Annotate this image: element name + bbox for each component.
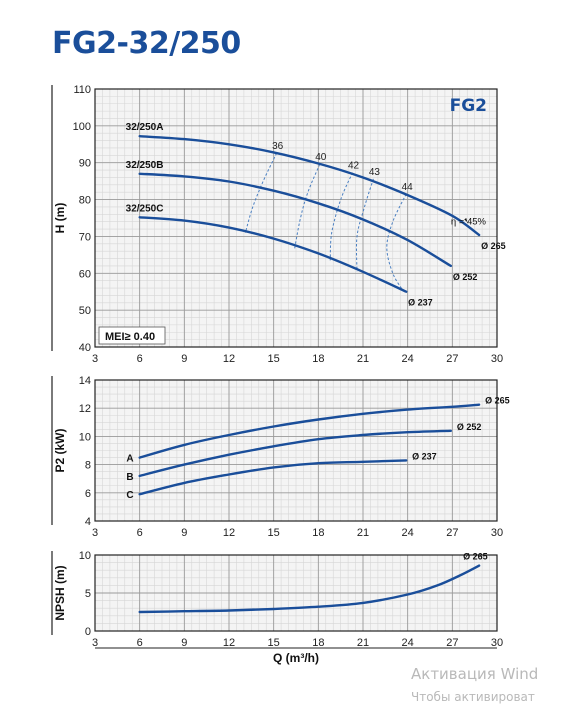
series-name-label: C — [126, 490, 133, 501]
x-tick-label: 9 — [181, 353, 187, 365]
y-axis-label: P2 (kW) — [53, 428, 67, 472]
x-axis-label: Q (m³/h) — [273, 651, 319, 665]
series-name-label: B — [126, 472, 133, 483]
mei-note: MEI≥ 0.40 — [105, 331, 155, 343]
x-tick-label: 9 — [181, 527, 187, 539]
y-tick-label: 80 — [79, 195, 91, 207]
series-line — [138, 135, 481, 237]
plot-frame — [94, 379, 498, 522]
y-axis-label: H (m) — [53, 203, 67, 234]
x-tick-label: 9 — [181, 637, 187, 649]
x-tick-label: 27 — [446, 353, 458, 365]
series-badge: FG2 — [450, 96, 487, 116]
series-line — [138, 459, 408, 496]
series-line — [138, 564, 481, 614]
diameter-label: Ø 237 — [412, 451, 437, 461]
series-name-label: 32/250A — [126, 122, 164, 133]
x-tick-label: 3 — [92, 637, 98, 649]
efficiency-annotation: η = 45% — [451, 217, 487, 228]
x-tick-label: 12 — [223, 637, 235, 649]
watermark-line-2: Чтобы активироват — [411, 690, 535, 704]
diameter-label: Ø 265 — [463, 552, 488, 562]
y-tick-label: 100 — [73, 121, 91, 133]
y-tick-label: 50 — [79, 305, 91, 317]
efficiency-label: 40 — [315, 152, 327, 163]
y-tick-label: 4 — [85, 516, 91, 528]
x-tick-label: 24 — [402, 637, 414, 649]
x-tick-label: 15 — [268, 353, 280, 365]
x-tick-label: 21 — [357, 353, 369, 365]
y-tick-label: 6 — [85, 488, 91, 500]
series-name-label: 32/250B — [126, 160, 164, 171]
x-tick-label: 30 — [491, 527, 503, 539]
x-tick-label: 18 — [312, 637, 324, 649]
diameter-label: Ø 237 — [408, 298, 433, 308]
x-tick-label: 3 — [92, 353, 98, 365]
x-tick-label: 15 — [268, 527, 280, 539]
watermark-line-1: Активация Wind — [411, 665, 539, 683]
diameter-label: Ø 252 — [457, 422, 482, 432]
plot-frame — [94, 88, 498, 348]
x-tick-label: 3 — [92, 527, 98, 539]
diameter-label: Ø 265 — [481, 241, 506, 251]
series-name-label: 32/250C — [126, 203, 164, 214]
y-tick-label: 14 — [79, 375, 91, 387]
x-tick-label: 18 — [312, 353, 324, 365]
y-tick-label: 5 — [85, 588, 91, 600]
x-tick-label: 6 — [137, 637, 143, 649]
series-line — [138, 429, 452, 478]
efficiency-line — [329, 172, 354, 261]
x-tick-label: 12 — [223, 527, 235, 539]
y-tick-label: 40 — [79, 342, 91, 354]
page-title: FG2-32/250 — [52, 26, 241, 61]
diameter-label: Ø 252 — [453, 272, 478, 282]
y-tick-label: 110 — [73, 84, 91, 96]
x-tick-label: 12 — [223, 353, 235, 365]
efficiency-line — [244, 152, 278, 233]
y-tick-label: 10 — [79, 431, 91, 443]
chart-panel-3: 3 6 9 12 15 18 21 24 27 30 0 5 10 NPSH (m) Q (m³/h) Ø 2… — [51, 550, 503, 665]
x-tick-label: 24 — [402, 353, 414, 365]
x-tick-label: 15 — [268, 637, 280, 649]
chart-panel-2: 3 6 9 12 15 18 21 24 27 30 4 6 8 10 12 14 P2 (kW) A Ø 265 B… — [51, 375, 510, 539]
y-axis-label: NPSH (m) — [53, 565, 67, 620]
y-tick-label: 12 — [79, 403, 91, 415]
x-tick-label: 30 — [491, 637, 503, 649]
series-name-label: A — [126, 454, 133, 465]
series-line — [138, 172, 452, 268]
y-tick-label: 60 — [79, 268, 91, 280]
efficiency-arrow-icon — [464, 217, 468, 222]
efficiency-line — [386, 193, 407, 292]
x-tick-label: 21 — [357, 637, 369, 649]
diameter-label: Ø 265 — [485, 396, 510, 406]
mei-note-box — [98, 326, 166, 345]
x-tick-label: 30 — [491, 353, 503, 365]
efficiency-label: 42 — [348, 161, 360, 172]
x-tick-label: 24 — [402, 527, 414, 539]
y-tick-label: 90 — [79, 158, 91, 170]
y-tick-label: 0 — [85, 626, 91, 638]
x-tick-label: 27 — [446, 527, 458, 539]
y-tick-label: 10 — [79, 550, 91, 562]
y-tick-label: 8 — [85, 460, 91, 472]
plot-frame — [94, 554, 498, 632]
x-tick-label: 27 — [446, 637, 458, 649]
x-tick-label: 6 — [137, 353, 143, 365]
x-tick-label: 6 — [137, 527, 143, 539]
efficiency-label: 44 — [402, 182, 414, 193]
x-tick-label: 18 — [312, 527, 324, 539]
series-line — [138, 403, 481, 459]
efficiency-line — [294, 164, 321, 250]
series-line — [138, 216, 408, 293]
efficiency-label: 43 — [369, 167, 381, 178]
efficiency-label: 36 — [272, 141, 284, 152]
x-tick-label: 21 — [357, 527, 369, 539]
y-tick-label: 70 — [79, 231, 91, 243]
